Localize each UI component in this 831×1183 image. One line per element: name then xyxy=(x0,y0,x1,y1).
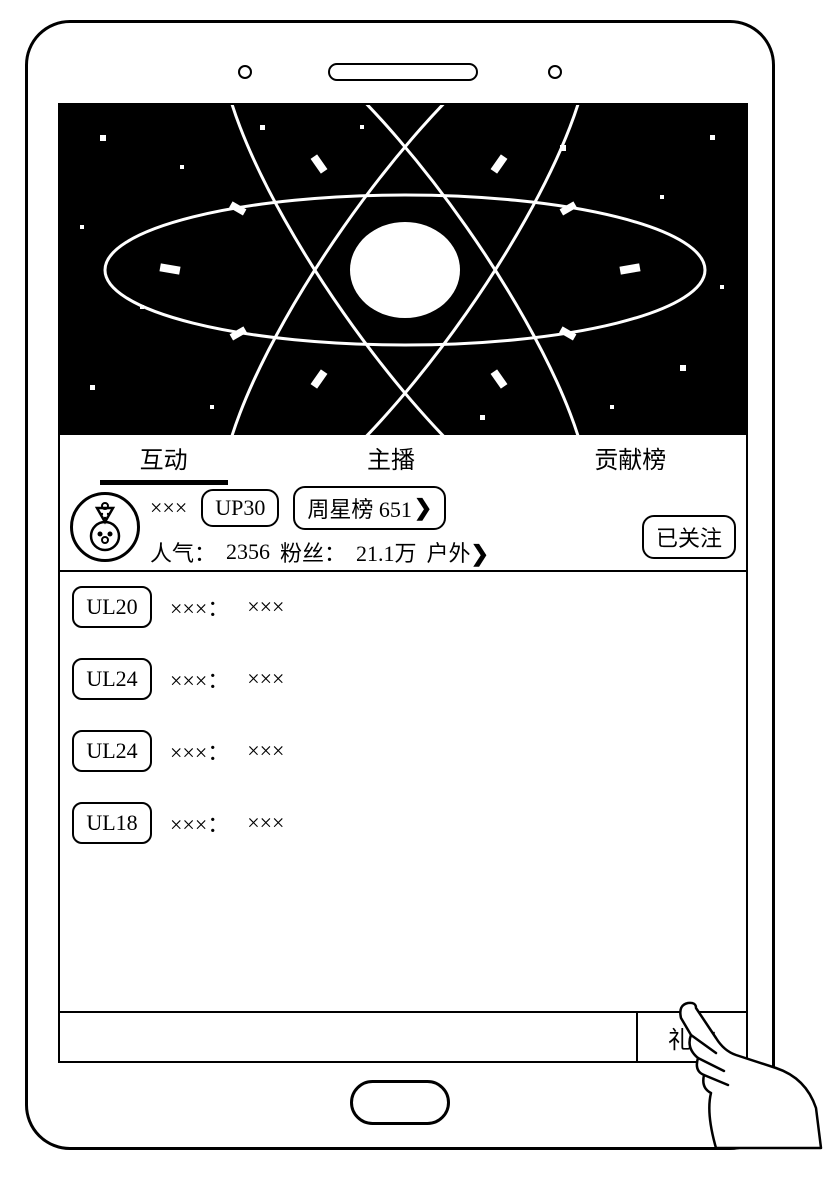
chat-message: ××× xyxy=(247,666,284,692)
popularity-value: 2356 xyxy=(226,539,270,565)
chat-message: ××× xyxy=(247,594,284,620)
chat-message: ××× xyxy=(247,810,284,836)
user-level-badge: UL18 xyxy=(72,802,152,844)
popularity-label: 人气： xyxy=(150,536,216,568)
follow-button[interactable]: 已关注 xyxy=(642,515,736,559)
clown-avatar-icon xyxy=(78,500,132,554)
tab-bar: 互动 主播 贡献榜 xyxy=(60,435,746,480)
host-top-row: ××× UP30 周星榜 651❯ xyxy=(150,486,632,530)
chat-line: UL18 ×××： ××× xyxy=(72,802,734,844)
chat-message: ××× xyxy=(247,738,284,764)
chat-username[interactable]: ×××： xyxy=(170,591,229,623)
host-info-row: ××× UP30 周星榜 651❯ 人气：2356 粉丝：21.1万 户外❯ 已… xyxy=(60,480,746,570)
host-level-badge[interactable]: UP30 xyxy=(201,489,279,527)
chat-username[interactable]: ×××： xyxy=(170,663,229,695)
screen: 互动 主播 贡献榜 ××× xyxy=(58,103,748,1063)
chat-input[interactable] xyxy=(60,1013,636,1061)
tab-contribution[interactable]: 贡献榜 xyxy=(584,436,676,479)
speaker-icon xyxy=(328,63,478,81)
host-main-info: ××× UP30 周星榜 651❯ 人气：2356 粉丝：21.1万 户外❯ xyxy=(150,486,632,568)
chevron-right-icon: ❯ xyxy=(414,495,432,521)
user-level-badge: UL20 xyxy=(72,586,152,628)
chat-line: UL24 ×××： ××× xyxy=(72,730,734,772)
user-level-badge: UL24 xyxy=(72,658,152,700)
host-stats-row: 人气： 2356 粉丝： 21.1万 户外❯ xyxy=(150,536,632,568)
fans-value: 21.1万 xyxy=(356,536,417,568)
atom-illustration-icon xyxy=(60,105,746,435)
chat-username[interactable]: ×××： xyxy=(170,735,229,767)
host-name: ××× xyxy=(150,495,187,521)
tab-interact[interactable]: 互动 xyxy=(130,436,198,479)
fans-label: 粉丝： xyxy=(280,536,346,568)
tab-host[interactable]: 主播 xyxy=(357,436,425,479)
chat-area: UL20 ×××： ××× UL24 ×××： ××× UL24 ×××： ××… xyxy=(60,570,746,1011)
bottom-bar: 礼物 xyxy=(60,1011,746,1061)
category-label: 户外 xyxy=(427,541,471,566)
sensor-icon xyxy=(548,65,562,79)
rank-badge-label: 周星榜 651 xyxy=(307,492,412,524)
phone-frame: 互动 主播 贡献榜 ××× xyxy=(25,20,775,1150)
gift-button[interactable]: 礼物 xyxy=(636,1013,746,1061)
chat-line: UL20 ×××： ××× xyxy=(72,586,734,628)
chat-username[interactable]: ×××： xyxy=(170,807,229,839)
home-button[interactable] xyxy=(350,1080,450,1125)
chevron-right-icon: ❯ xyxy=(471,541,489,567)
user-level-badge: UL24 xyxy=(72,730,152,772)
video-player[interactable] xyxy=(60,105,746,435)
chat-line: UL24 ×××： ××× xyxy=(72,658,734,700)
front-camera-icon xyxy=(238,65,252,79)
category-link[interactable]: 户外❯ xyxy=(427,536,489,568)
rank-badge[interactable]: 周星榜 651❯ xyxy=(293,486,446,530)
host-avatar[interactable] xyxy=(70,492,140,562)
